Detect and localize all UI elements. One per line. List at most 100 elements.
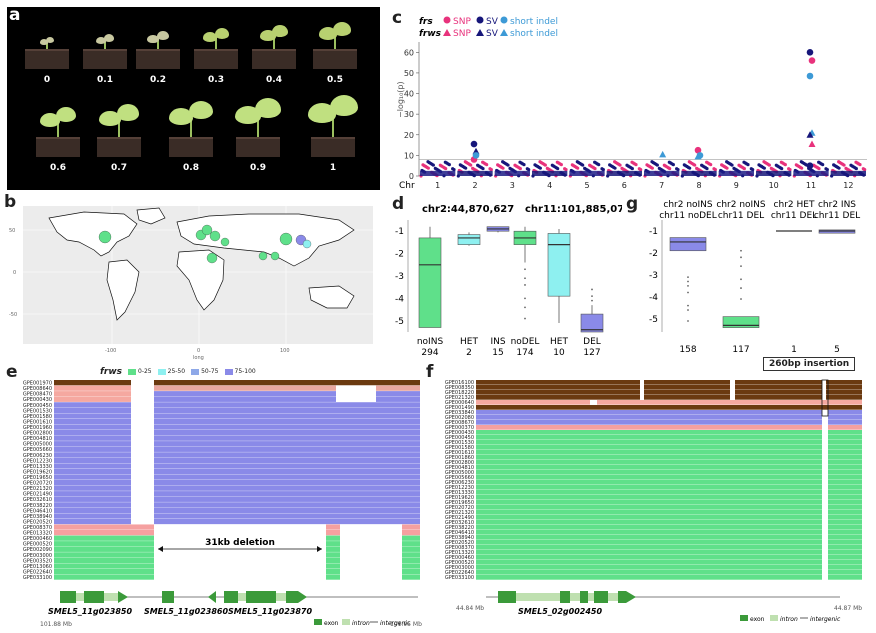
box-g-y-tick: -3 (649, 271, 658, 281)
box-g-y-tick: -4 (649, 293, 658, 303)
haplotype-segment (54, 441, 131, 447)
manhattan-peak-point (806, 162, 814, 169)
box-d-group-label: noINS (417, 337, 444, 347)
box-body (547, 233, 571, 297)
haplotype-segment (476, 465, 822, 470)
box-d-left-title: chr2:44,870,627 (422, 204, 514, 215)
key-intron-label: intron (352, 620, 370, 627)
manhattan-background-point (817, 160, 821, 164)
haplotype-segment (828, 450, 862, 455)
plant-leaf (169, 108, 194, 125)
manhattan-background-point (794, 163, 798, 167)
manhattan-background-point (458, 163, 462, 167)
plant-leaf (307, 103, 336, 123)
haplotype-segment (154, 391, 336, 397)
manhattan-plot: frs SNP SV short indel frws SNP SV short… (396, 16, 867, 191)
haplotype-segment (476, 505, 822, 510)
deletion-arrow-head (317, 546, 322, 552)
haplotype-segment (828, 550, 862, 555)
box-d-group-n: 15 (492, 348, 503, 358)
box-outlier (740, 278, 742, 281)
manhattan-background-point (508, 166, 512, 170)
haplotype-segment (476, 445, 822, 450)
plant-leaf (156, 31, 169, 40)
manhattan-y-tick-label: 50 (404, 69, 414, 78)
manhattan-background-point (421, 163, 425, 167)
row-accession-label: GPE021320 (445, 510, 474, 516)
row-accession-label: GPE000520 (23, 542, 52, 548)
manhattan-background-point (575, 160, 579, 164)
haplotype-segment (54, 552, 154, 558)
row-accession-label: GPE008370 (23, 525, 52, 531)
manhattan-background-point (513, 163, 517, 167)
manhattan-background-point (471, 166, 475, 170)
manhattan-background-point (620, 166, 624, 170)
haplotype-segment (154, 502, 420, 508)
plant-leaf (272, 25, 289, 37)
manhattan-background-point (849, 163, 853, 167)
haplotype-segment (476, 390, 640, 395)
exon-block (286, 591, 298, 603)
row-accession-label: GPE046410 (23, 508, 52, 514)
plant-leaf (56, 107, 76, 122)
haplotype-segment (54, 452, 131, 458)
box-outlier (687, 291, 689, 294)
row-accession-label: GPE008350 (445, 385, 474, 391)
haplotype-segment (54, 535, 154, 541)
legend-swatch (191, 368, 200, 375)
haplotype-segment (828, 475, 862, 480)
box-outlier (591, 288, 593, 291)
row-accession-label: GPE001970 (23, 381, 52, 387)
frws-legend-item: 25-50 (157, 368, 185, 375)
haplotype-segment (735, 390, 822, 395)
plant-stem (57, 119, 59, 137)
manhattan-background-point (583, 166, 587, 170)
haplotype-segment (828, 510, 862, 515)
haplotype-segment (326, 568, 340, 575)
manhattan-peak-triangle (808, 140, 816, 148)
haplotype-segment (154, 380, 420, 386)
haplotype-segment (476, 385, 640, 390)
panel-label-f: f (426, 362, 434, 382)
haplotype-segment (476, 520, 822, 525)
haplotype-segment (326, 574, 340, 580)
manhattan-chr-tick: 11 (806, 181, 816, 190)
haplotype-segment (828, 470, 862, 475)
manhattan-dense-band (644, 170, 680, 176)
manhattan-peak-triangle (694, 152, 702, 160)
haplotype-segment (828, 525, 862, 530)
manhattan-background-point (737, 163, 741, 167)
haplotype-segment (644, 395, 730, 400)
manhattan-background-point (682, 163, 686, 167)
manhattan-background-point (600, 167, 604, 171)
row-accession-label: GPE019620 (445, 495, 474, 501)
panel-d-boxplots: chr2:44,870,627 chr11:101,885,078 -1 -2 -3… (392, 196, 631, 358)
box-g-group-line1: chr2 HET (774, 200, 815, 210)
haplotype-segment (154, 396, 336, 402)
haplotype-e: GPE001970GPE008640GPE008470GPE000430GPE0… (23, 380, 422, 628)
row-accession-label: GPE001580 (445, 445, 474, 451)
box-g-group-line2: chr11 DEL (718, 211, 764, 221)
legend-snp: SNP (453, 29, 471, 39)
haplotype-segment (828, 565, 862, 570)
panel-b-map: 50 0 -50 -100 0 100 long (9, 200, 380, 361)
row-accession-label: GPE004810 (23, 436, 52, 442)
haplotype-segment (826, 380, 862, 385)
plant-leaf (96, 37, 106, 44)
manhattan-background-point (742, 160, 746, 164)
haplotype-segment (154, 474, 420, 480)
key-intron-swatch (342, 619, 350, 625)
haplotype-segment (828, 555, 862, 560)
manhattan-background-point (426, 160, 430, 164)
manhattan-background-point (695, 166, 699, 170)
haplotype-f: GPE016100GPE008350GPE018220GPE021320GPE0… (445, 379, 862, 623)
manhattan-chr-tick: 9 (734, 181, 739, 190)
row-accession-label: GPE033100 (445, 575, 474, 581)
row-accession-label: GPE001530 (445, 440, 474, 446)
row-accession-label: GPE000450 (445, 435, 474, 441)
haplotype-segment (735, 385, 822, 390)
plant-leaf (318, 27, 337, 40)
row-accession-label: GPE020720 (445, 505, 474, 511)
row-accession-label: GPE005660 (23, 447, 52, 453)
manhattan-background-point (675, 167, 679, 171)
